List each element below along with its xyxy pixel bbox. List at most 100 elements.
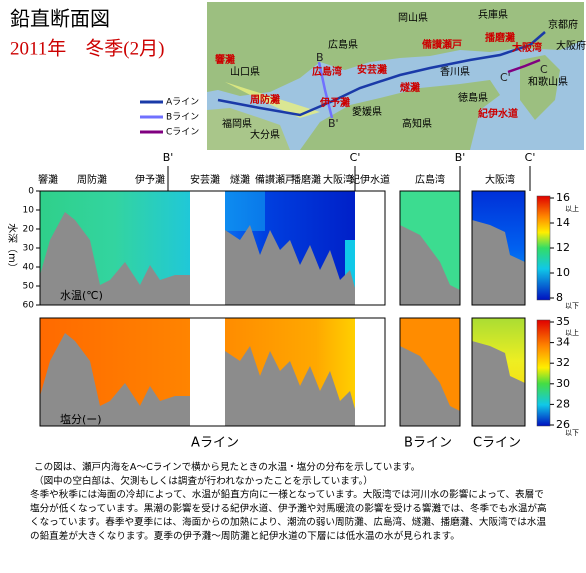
panel-frame	[471, 317, 526, 427]
title: 鉛直断面図	[10, 7, 110, 31]
map-prefecture: 大分県	[250, 128, 280, 141]
map-marker: B'	[328, 117, 339, 130]
panel-frame	[471, 190, 526, 306]
y-tick-label: 60	[23, 301, 35, 311]
colorbar-tick-label: 32	[556, 356, 570, 369]
section-label: 周防灘	[77, 173, 107, 186]
y-tick-label: 0	[28, 187, 34, 197]
colorbar-note: 以下	[565, 302, 579, 310]
map-land	[207, 108, 290, 150]
panel-label: 塩分(ー)	[60, 412, 102, 426]
colorbar-note: 以上	[565, 204, 579, 213]
section-marker: C'	[350, 151, 361, 164]
colorbar-note: 以下	[565, 429, 579, 437]
map-prefecture: 京都府	[548, 18, 578, 31]
section-label: 伊予灘	[135, 173, 165, 186]
map-sea-name: 播磨灘	[485, 31, 515, 44]
map-legend: Bライン	[166, 112, 199, 123]
map-prefecture: 香川県	[440, 66, 470, 78]
map-prefecture: 高知県	[402, 117, 432, 130]
map-prefecture: 広島県	[328, 38, 358, 51]
line-label: Cライン	[473, 436, 521, 451]
panel-label: 水温(℃)	[60, 289, 103, 302]
section-label: 大阪湾	[485, 173, 515, 186]
map-prefecture: 福岡県	[222, 117, 252, 130]
section-label: 紀伊水道	[350, 173, 390, 186]
colorbar-tick-label: 34	[556, 336, 570, 349]
map-sea-name: 安芸灘	[357, 63, 387, 76]
map-land	[207, 2, 584, 96]
colorbar-tick-label: 12	[556, 241, 570, 254]
section-label: 播磨灘	[291, 173, 321, 186]
y-tick-label: 20	[23, 225, 35, 235]
colorbar	[536, 195, 551, 301]
map-prefecture: 兵庫県	[478, 8, 508, 21]
colorbar-tick-label: 14	[556, 216, 570, 229]
map-marker: C'	[500, 71, 511, 84]
section-label: 大阪湾	[323, 173, 353, 186]
map-prefecture: 大阪府	[556, 39, 586, 52]
section-label: 広島湾	[415, 173, 445, 186]
y-tick-label: 50	[23, 282, 35, 292]
axis-label: 水深（m）	[6, 223, 18, 273]
panel-frame	[399, 317, 461, 427]
section-fill	[225, 191, 265, 231]
colorbar-tick-label: 28	[556, 397, 570, 410]
y-tick-label: 10	[23, 206, 35, 216]
map-legend: Aライン	[166, 97, 199, 108]
map-highlight	[225, 82, 320, 118]
colorbar-tick-label: 10	[556, 266, 570, 279]
colorbar-tick-label: 8	[556, 291, 563, 304]
section-label: 響灘	[38, 173, 58, 186]
subtitle: 2011年 冬季(2月)	[10, 37, 164, 59]
y-tick-label: 30	[23, 244, 35, 254]
colorbar-tick-label: 30	[556, 377, 570, 390]
colorbar-note: 以上	[565, 328, 579, 337]
colorbar-tick-label: 35	[556, 315, 570, 328]
colorbar-tick-label: 26	[556, 418, 570, 431]
map-line-c	[507, 58, 541, 74]
map-prefecture: 愛媛県	[352, 105, 382, 118]
section-label: 燧灘	[230, 173, 250, 186]
map-marker: C	[540, 63, 548, 76]
section-label: 安芸灘	[190, 173, 220, 186]
caption-line: 塩分が低くなっています。黒潮の影響を受ける紀伊水道、伊予灘や対馬暖流の影響を受け…	[30, 502, 547, 514]
map-sea-name: 備讃瀬戸	[422, 38, 462, 51]
map-prefecture: 山口県	[230, 66, 260, 78]
colorbar	[536, 319, 551, 427]
map-sea-name: 大阪湾	[512, 41, 542, 54]
colorbar-tick-label: 16	[556, 191, 570, 204]
caption-line: （図中の空白部は、欠測もしくは調査が行われなかったことを示しています。）	[34, 475, 373, 487]
map-prefecture: 和歌山県	[528, 75, 568, 88]
section-label: 備讃瀬戸	[255, 173, 295, 186]
map-prefecture: 徳島県	[458, 91, 488, 104]
line-label: Bライン	[404, 436, 452, 451]
line-label: Aライン	[191, 436, 239, 451]
map-sea-name: 伊予灘	[319, 96, 350, 109]
map-land	[520, 55, 560, 120]
panel-frame	[399, 190, 461, 306]
map-sea-name: 燧灘	[400, 81, 420, 94]
map-marker: B	[316, 51, 324, 64]
caption-line: くなっています。春季や夏季には、海面からの加熱により、潮流の弱い周防灘、広島湾、…	[30, 516, 546, 528]
map-legend: Cライン	[166, 127, 199, 138]
caption-line: この図は、瀬戸内海をA～Cラインで横から見たときの水温・塩分の分布を示しています…	[34, 461, 420, 473]
caption-line: の鉛直差が大きくなります。夏季の伊予灘～周防灘と紀伊水道の下層には低水温の水が見…	[30, 530, 460, 542]
map-sea-name: 響灘	[215, 53, 235, 66]
map-sea-name: 紀伊水道	[478, 107, 518, 120]
map-land	[300, 80, 500, 150]
map-prefecture: 岡山県	[398, 12, 428, 24]
panel-frame	[39, 317, 386, 427]
map-sea-name: 広島湾	[312, 65, 342, 78]
section-marker: B'	[163, 151, 174, 164]
section-marker: B'	[455, 151, 466, 164]
map	[207, 2, 584, 150]
caption-line: 冬季や秋季には海面の冷却によって、水温が鉛直方向に一様となっています。大阪湾では…	[30, 489, 544, 501]
map-line-a	[217, 31, 546, 117]
map-line-b	[317, 61, 334, 119]
y-tick-label: 40	[23, 263, 35, 273]
map-sea-name: 周防灘	[250, 93, 280, 106]
section-marker: C'	[525, 151, 536, 164]
